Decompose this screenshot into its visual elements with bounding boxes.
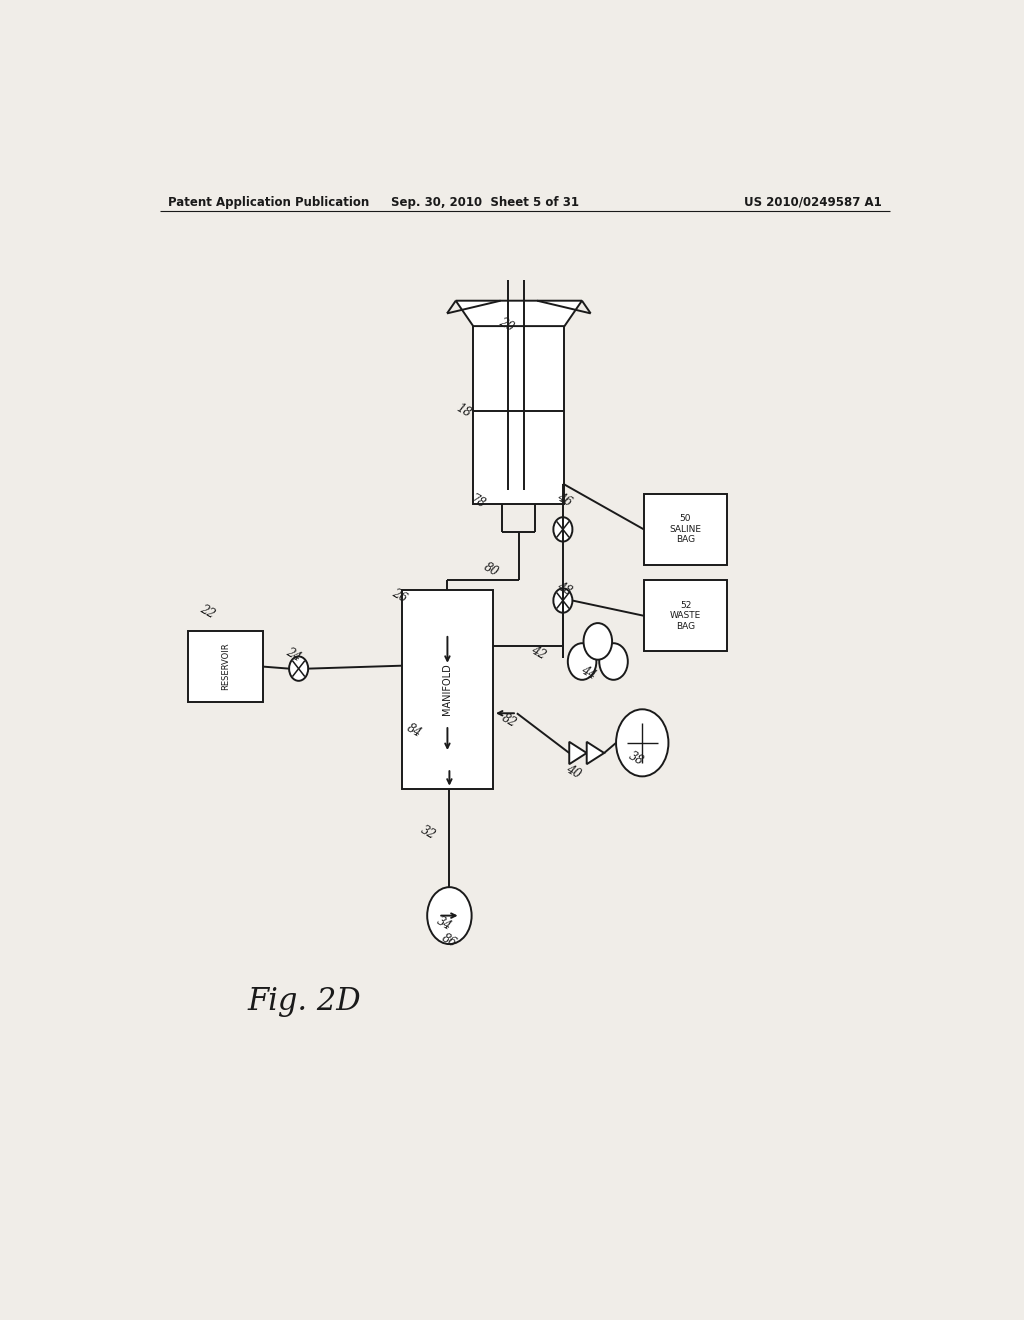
Bar: [187, 631, 263, 702]
Circle shape: [616, 709, 669, 776]
Text: 78: 78: [468, 492, 487, 511]
Text: 26: 26: [390, 586, 410, 605]
Text: 22: 22: [198, 602, 217, 622]
Circle shape: [584, 623, 612, 660]
Text: 80: 80: [481, 561, 501, 579]
Text: Sep. 30, 2010  Sheet 5 of 31: Sep. 30, 2010 Sheet 5 of 31: [391, 195, 580, 209]
Text: RESERVOIR: RESERVOIR: [221, 643, 229, 690]
Text: 40: 40: [563, 762, 584, 781]
Text: 42: 42: [528, 643, 548, 661]
Text: 46: 46: [555, 491, 574, 510]
Text: Fig. 2D: Fig. 2D: [247, 986, 360, 1018]
Text: MANIFOLD: MANIFOLD: [442, 664, 453, 715]
Text: Patent Application Publication: Patent Application Publication: [168, 195, 369, 209]
Bar: [401, 590, 494, 788]
Polygon shape: [569, 742, 587, 764]
Circle shape: [553, 517, 572, 541]
Text: 50
SALINE
BAG: 50 SALINE BAG: [670, 515, 701, 544]
Polygon shape: [456, 301, 582, 326]
Text: 34: 34: [434, 915, 454, 933]
Text: 20: 20: [497, 315, 516, 334]
Bar: [473, 326, 564, 504]
Text: 18: 18: [454, 401, 473, 420]
Text: 84: 84: [404, 722, 424, 741]
Text: 52
WASTE
BAG: 52 WASTE BAG: [670, 601, 701, 631]
Text: US 2010/0249587 A1: US 2010/0249587 A1: [744, 195, 882, 209]
Circle shape: [568, 643, 596, 680]
Text: 32: 32: [419, 824, 438, 842]
Circle shape: [553, 589, 572, 612]
Bar: [644, 494, 727, 565]
Circle shape: [289, 656, 308, 681]
Bar: [644, 581, 727, 651]
Text: 48: 48: [555, 579, 574, 598]
Text: 82: 82: [500, 711, 519, 730]
Circle shape: [427, 887, 472, 944]
Polygon shape: [587, 742, 604, 764]
Text: 44: 44: [579, 664, 598, 682]
Text: 24: 24: [284, 645, 303, 664]
Circle shape: [599, 643, 628, 680]
Text: 86: 86: [439, 932, 459, 950]
Text: 38: 38: [627, 748, 646, 768]
